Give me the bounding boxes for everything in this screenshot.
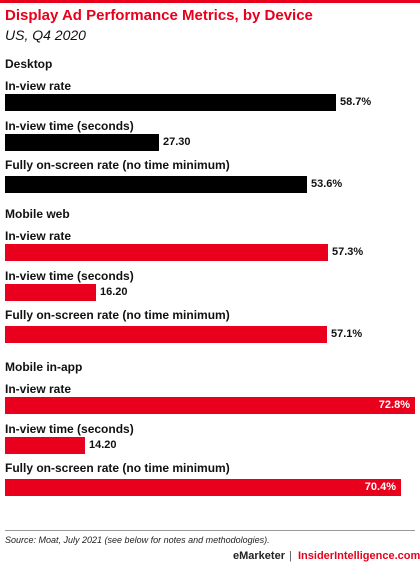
bar-desktop-fully-on-screen-rate-no-time-minimum	[5, 176, 307, 193]
metric-label-mobile-web-in-view-time-seconds: In-view time (seconds)	[5, 269, 134, 283]
top-accent-bar	[0, 0, 420, 3]
value-label-mobile-web-in-view-rate: 57.3%	[332, 246, 364, 258]
metric-label-desktop-in-view-time-seconds: In-view time (seconds)	[5, 119, 134, 133]
value-label-mobile-in-app-fully-on-screen-rate-no-time-minimum: 70.4%	[364, 481, 396, 493]
bar-mobile-in-app-in-view-rate	[5, 397, 415, 414]
value-label-desktop-fully-on-screen-rate-no-time-minimum: 53.6%	[311, 178, 343, 190]
bar-mobile-in-app-in-view-time-seconds	[5, 437, 85, 454]
metric-label-mobile-web-in-view-rate: In-view rate	[5, 229, 72, 243]
section-label-mobile-web: Mobile web	[5, 207, 70, 221]
value-label-mobile-web-in-view-time-seconds: 16.20	[100, 286, 128, 298]
value-label-mobile-in-app-in-view-rate: 72.8%	[378, 399, 410, 411]
bar-mobile-web-fully-on-screen-rate-no-time-minimum	[5, 326, 327, 343]
metric-label-desktop-in-view-rate: In-view rate	[5, 79, 72, 93]
brand-insider-intelligence: InsiderIntelligence.com	[298, 550, 420, 562]
metric-label-mobile-in-app-in-view-time-seconds: In-view time (seconds)	[5, 422, 134, 436]
value-label-mobile-in-app-in-view-time-seconds: 14.20	[89, 439, 117, 451]
value-label-mobile-web-fully-on-screen-rate-no-time-minimum: 57.1%	[331, 328, 363, 340]
value-label-desktop-in-view-time-seconds: 27.30	[163, 136, 191, 148]
chart-title: Display Ad Performance Metrics, by Devic…	[5, 7, 313, 24]
section-label-desktop: Desktop	[5, 57, 53, 71]
metric-label-mobile-in-app-in-view-rate: In-view rate	[5, 382, 72, 396]
section-label-mobile-in-app: Mobile in-app	[5, 360, 83, 374]
bar-mobile-web-in-view-time-seconds	[5, 284, 96, 301]
value-label-desktop-in-view-rate: 58.7%	[340, 96, 372, 108]
source-note: Source: Moat, July 2021 (see below for n…	[5, 535, 270, 545]
footer-divider	[5, 530, 415, 531]
bar-desktop-in-view-rate	[5, 94, 336, 111]
metric-label-mobile-web-fully-on-screen-rate-no-time-minimum: Fully on-screen rate (no time minimum)	[5, 308, 230, 322]
brand-emarketer: eMarketer	[233, 550, 285, 562]
bar-desktop-in-view-time-seconds	[5, 134, 159, 151]
metric-label-desktop-fully-on-screen-rate-no-time-minimum: Fully on-screen rate (no time minimum)	[5, 158, 230, 172]
bar-mobile-web-in-view-rate	[5, 244, 328, 261]
metric-label-mobile-in-app-fully-on-screen-rate-no-time-minimum: Fully on-screen rate (no time minimum)	[5, 461, 230, 475]
bar-mobile-in-app-fully-on-screen-rate-no-time-minimum	[5, 479, 401, 496]
chart-subtitle: US, Q4 2020	[5, 27, 86, 43]
brand-separator: |	[289, 550, 292, 562]
